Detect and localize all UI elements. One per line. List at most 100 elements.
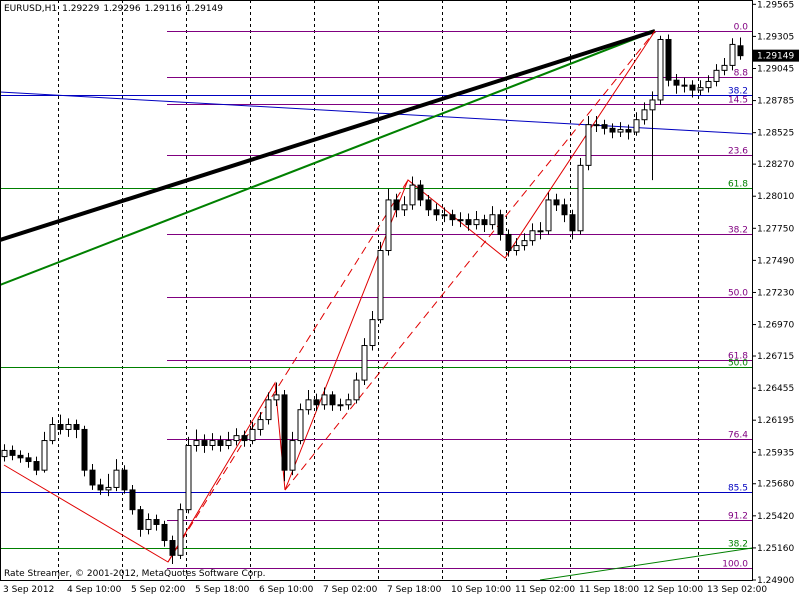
candle-body xyxy=(649,99,656,111)
y-tick-label: 1.26455 xyxy=(757,384,794,394)
candle-body xyxy=(161,523,168,542)
bar-high: 1.29296 xyxy=(103,4,140,14)
candle-body xyxy=(177,509,184,556)
level-label: 38.2 xyxy=(728,540,748,550)
candle-body xyxy=(393,199,400,211)
candle-body xyxy=(57,424,64,430)
candle-body xyxy=(249,428,256,442)
candle-body xyxy=(593,124,600,127)
candle-body xyxy=(345,399,352,406)
candle-body xyxy=(65,424,72,430)
candle-body xyxy=(289,440,296,471)
x-tick-label: 7 Sep 02:00 xyxy=(323,585,378,595)
candle-body xyxy=(681,84,688,87)
candle-body xyxy=(425,199,432,211)
y-tick-label: 1.27750 xyxy=(757,224,794,234)
candle-body xyxy=(737,45,744,57)
y-tick-label: 1.29045 xyxy=(757,64,794,74)
candle-body xyxy=(137,509,144,530)
bar-close: 1.29149 xyxy=(186,4,223,14)
candle-body xyxy=(721,64,728,71)
candle-body xyxy=(657,38,664,101)
candle-body xyxy=(465,219,472,226)
candle-body xyxy=(569,214,576,232)
x-tick-label: 7 Sep 18:00 xyxy=(387,585,442,595)
x-tick-label: 13 Sep 02:00 xyxy=(707,585,767,595)
candle-body xyxy=(417,184,424,201)
candle-body xyxy=(633,119,640,133)
y-tick-label: 1.29565 xyxy=(757,0,794,10)
trend-lines xyxy=(0,29,753,581)
candle-body xyxy=(481,219,488,226)
candle-body xyxy=(105,486,112,491)
candle-body xyxy=(505,233,512,252)
candle-body xyxy=(705,80,712,89)
x-tick-label: 10 Sep 10:00 xyxy=(451,585,511,595)
candle-body xyxy=(609,127,616,133)
y-tick-label: 1.26970 xyxy=(757,321,794,331)
candle-body xyxy=(121,469,128,491)
fibo-levels: 0.08.838.214.523.661.838.250.061.850.076… xyxy=(0,23,752,570)
candle-body xyxy=(313,399,320,406)
candle-body xyxy=(561,204,568,216)
candle-body xyxy=(689,84,696,91)
candle-body xyxy=(129,489,136,511)
candle-body xyxy=(1,449,8,458)
y-tick-label: 1.25935 xyxy=(757,448,794,458)
bar-low: 1.29116 xyxy=(145,4,182,14)
candle-body xyxy=(241,435,248,442)
candle-body xyxy=(97,484,104,491)
candle-body xyxy=(513,245,520,252)
candle-body xyxy=(225,440,232,446)
price-marker-label: 1.29149 xyxy=(757,52,794,62)
plot-border xyxy=(0,0,753,581)
y-tick-label: 1.26195 xyxy=(757,416,794,426)
channel-line xyxy=(284,30,656,491)
candle-body xyxy=(169,540,176,556)
trend-line xyxy=(0,30,656,286)
candle-body xyxy=(145,519,152,530)
candle-body xyxy=(9,449,16,456)
footer: Rate Streamer, © 2001-2012, MetaQuotes S… xyxy=(4,569,266,579)
y-tick-label: 1.26715 xyxy=(757,352,794,362)
candle-body xyxy=(361,345,368,381)
y-tick-label: 1.25680 xyxy=(757,480,794,490)
x-tick-label: 12 Sep 10:00 xyxy=(643,585,703,595)
candle-body xyxy=(401,204,408,211)
candle-body xyxy=(713,69,720,82)
candle-body xyxy=(297,409,304,442)
candle-body xyxy=(521,240,528,247)
candle-body xyxy=(329,394,336,406)
candle-body xyxy=(449,214,456,221)
level-label: 0.0 xyxy=(734,23,749,33)
y-tick-label: 1.28010 xyxy=(757,192,794,202)
candle-body xyxy=(369,319,376,347)
x-tick-label: 4 Sep 10:00 xyxy=(67,585,122,595)
trend-line xyxy=(539,547,753,581)
candle-body xyxy=(201,440,208,446)
y-tick-label: 1.29305 xyxy=(757,32,794,42)
y-tick-label: 1.28785 xyxy=(757,97,794,107)
y-tick-label: 1.25420 xyxy=(757,512,794,522)
level-label: 61.8 xyxy=(728,180,748,190)
candle-body xyxy=(89,469,96,486)
level-label: 8.8 xyxy=(734,69,749,79)
level-label: 61.8 xyxy=(728,352,748,362)
candle-body xyxy=(537,230,544,233)
y-tick-label: 1.27230 xyxy=(757,288,794,298)
candles xyxy=(1,34,744,564)
candle-body xyxy=(441,214,448,217)
candle-body xyxy=(273,394,280,401)
level-label: 50.0 xyxy=(728,289,748,299)
candle-body xyxy=(353,379,360,401)
bar-open: 1.29229 xyxy=(62,4,99,14)
symbol: EURUSD,H1 1.29229 1.29296 1.29116 1.29149 xyxy=(4,4,223,14)
axes: 3 Sep 2012 4 Sep 10:00 5 Sep 02:00 5 Sep 18… xyxy=(3,0,799,595)
candle-body xyxy=(729,43,736,66)
candle-body xyxy=(473,219,480,226)
level-label: 85.5 xyxy=(728,484,748,494)
candle-body xyxy=(153,519,160,525)
y-tick-label: 1.27490 xyxy=(757,256,794,266)
candle-body xyxy=(233,435,240,442)
